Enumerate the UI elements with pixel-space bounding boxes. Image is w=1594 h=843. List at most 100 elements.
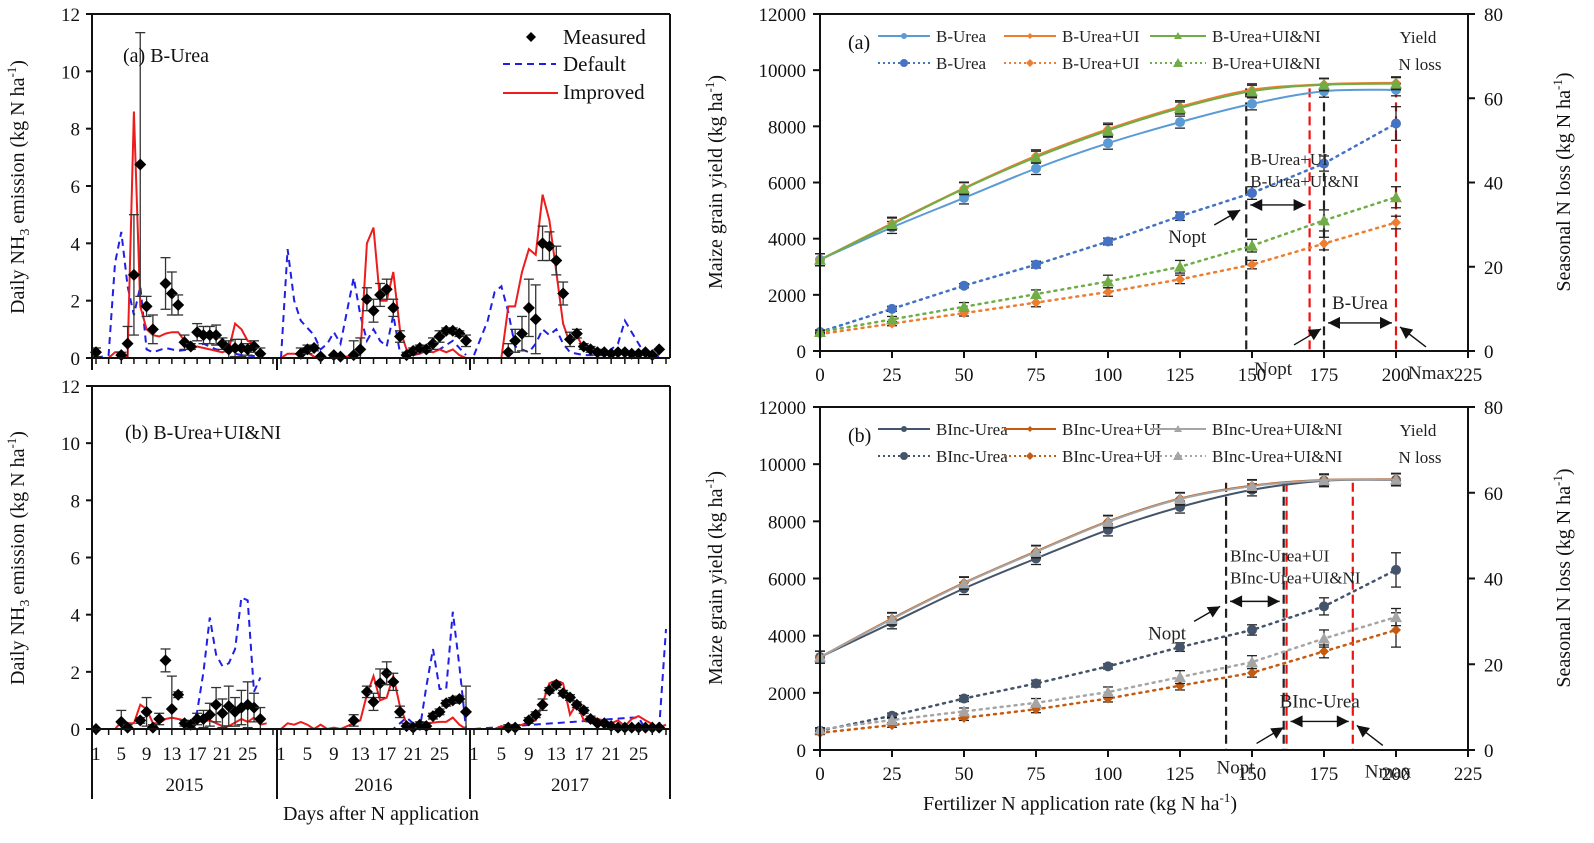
nloss-point — [1030, 288, 1042, 300]
measured-point — [522, 301, 535, 314]
measured-point — [140, 705, 153, 718]
measured-point — [509, 721, 522, 734]
nloss-point — [1319, 646, 1329, 657]
yield-point — [1247, 98, 1257, 109]
x-tick-label: 100 — [1094, 365, 1123, 386]
improved-line-2016 — [280, 672, 467, 731]
yield-point — [1246, 480, 1258, 492]
x-tick-label: 9 — [524, 744, 534, 765]
x-tick-label: 25 — [883, 365, 902, 386]
measured-point — [460, 334, 472, 347]
annotation-nmax: Nmax — [1408, 363, 1455, 384]
nloss-point — [1391, 118, 1401, 129]
legend-measured-marker — [526, 32, 536, 42]
x-tick-label: 150 — [1238, 365, 1267, 386]
legend-nloss-label: B-Urea — [936, 54, 986, 73]
legend-nloss-marker — [1026, 452, 1034, 460]
measured-point — [354, 343, 367, 356]
yield-a-marks — [814, 76, 1402, 351]
yield-point — [1102, 124, 1114, 136]
x-tick-label: 13 — [547, 744, 566, 765]
measured-point — [248, 701, 261, 714]
y-tick-label: 12 — [61, 377, 80, 398]
nh3-a-title: (a) B-Urea — [123, 45, 209, 67]
legend-nloss-marker — [900, 59, 908, 67]
nloss-point — [1103, 236, 1113, 247]
measured-point — [453, 327, 466, 340]
year-label: 2015 — [166, 775, 204, 796]
measured-point — [632, 721, 645, 734]
measured-point — [529, 313, 542, 326]
yield-point — [958, 182, 970, 194]
measured-point — [134, 158, 147, 171]
legend-nloss-marker — [1173, 451, 1183, 460]
x-tick-label: 125 — [1166, 365, 1195, 386]
measured-point — [146, 323, 159, 336]
yield-b-annotations: BInc-Urea+UI BInc-Urea+UI&NI Nopt BInc-Urea… — [1148, 546, 1412, 782]
nloss-point — [1319, 601, 1329, 612]
legend-nloss-marker — [900, 452, 908, 460]
y-tick-label: 6000 — [768, 570, 806, 591]
measured-point — [543, 240, 556, 253]
x-tick-label: 50 — [955, 365, 974, 386]
x-tick-label: 21 — [404, 744, 423, 765]
legend-nloss-label: BInc-Urea+UI&NI — [1212, 447, 1343, 466]
legend-nloss-label: B-Urea+UI — [1062, 54, 1140, 73]
nloss-line — [818, 615, 1398, 731]
nloss-point — [1319, 158, 1329, 169]
x-tick-label: 150 — [1238, 764, 1267, 785]
y2-tick-label: 20 — [1484, 258, 1503, 279]
x-tick-label: 9 — [142, 744, 152, 765]
x-tick-label: 13 — [351, 744, 370, 765]
y-tick-label: 6000 — [768, 174, 806, 195]
measured-point — [550, 254, 563, 267]
measured-point — [646, 721, 659, 734]
x-tick-label: 125 — [1166, 764, 1195, 785]
x-tick-label: 13 — [162, 744, 181, 765]
measured-point — [529, 708, 542, 721]
yield-point — [1031, 163, 1041, 174]
y-tick-label: 4 — [71, 234, 81, 255]
measured-point — [591, 717, 604, 730]
measured-point — [153, 712, 166, 725]
measured-point — [502, 346, 515, 359]
default-line-2015 — [96, 596, 262, 730]
measured-point — [308, 341, 321, 354]
nloss-point — [1390, 191, 1402, 203]
nh3-b-ylabel: Daily NH3 emission (kg N ha-1) — [4, 431, 33, 685]
yield-point — [1318, 474, 1330, 486]
nh3-legend: Measured Default Improved — [503, 25, 646, 104]
year-label: 2017 — [551, 775, 589, 796]
nloss-point — [1391, 564, 1401, 575]
x-tick-label: 75 — [1027, 365, 1046, 386]
arrow-head — [1267, 595, 1280, 608]
measured-point — [564, 333, 576, 346]
yield-point — [959, 192, 969, 203]
yield-point — [1030, 151, 1042, 163]
arrow-head — [1270, 727, 1284, 739]
x-tick-label: 25 — [883, 764, 902, 785]
nloss-point — [1102, 275, 1114, 287]
measured-point — [367, 304, 380, 317]
nloss-point — [1318, 632, 1330, 644]
legend-yield-title: Yield — [1400, 28, 1437, 47]
nloss-point — [1247, 667, 1257, 678]
yield-b-marks — [814, 472, 1402, 750]
annotation-nopt-upper: Nopt — [1168, 227, 1207, 248]
x-tick-label: 21 — [213, 744, 232, 765]
yield-point — [1246, 85, 1258, 97]
yield-a-axes: 0 2000 4000 6000 8000 10000 12000 0 20 40 60 80 0 25 5… — [759, 5, 1504, 386]
measured-point — [557, 287, 570, 300]
legend-yield-marker — [1174, 32, 1182, 39]
x-tick-label: 1 — [469, 744, 479, 765]
yield-a-y2label: Seasonal N loss (kg N ha-1) — [1550, 72, 1575, 291]
nloss-point — [886, 713, 898, 725]
x-tick-label: 25 — [238, 744, 257, 765]
arrow-head — [1328, 316, 1340, 329]
nloss-point — [887, 303, 897, 314]
legend-default-label: Default — [563, 52, 626, 76]
nloss-point — [959, 280, 969, 291]
measured-point — [121, 721, 134, 734]
nloss-point — [1031, 297, 1041, 308]
arrow-head — [1380, 316, 1392, 329]
